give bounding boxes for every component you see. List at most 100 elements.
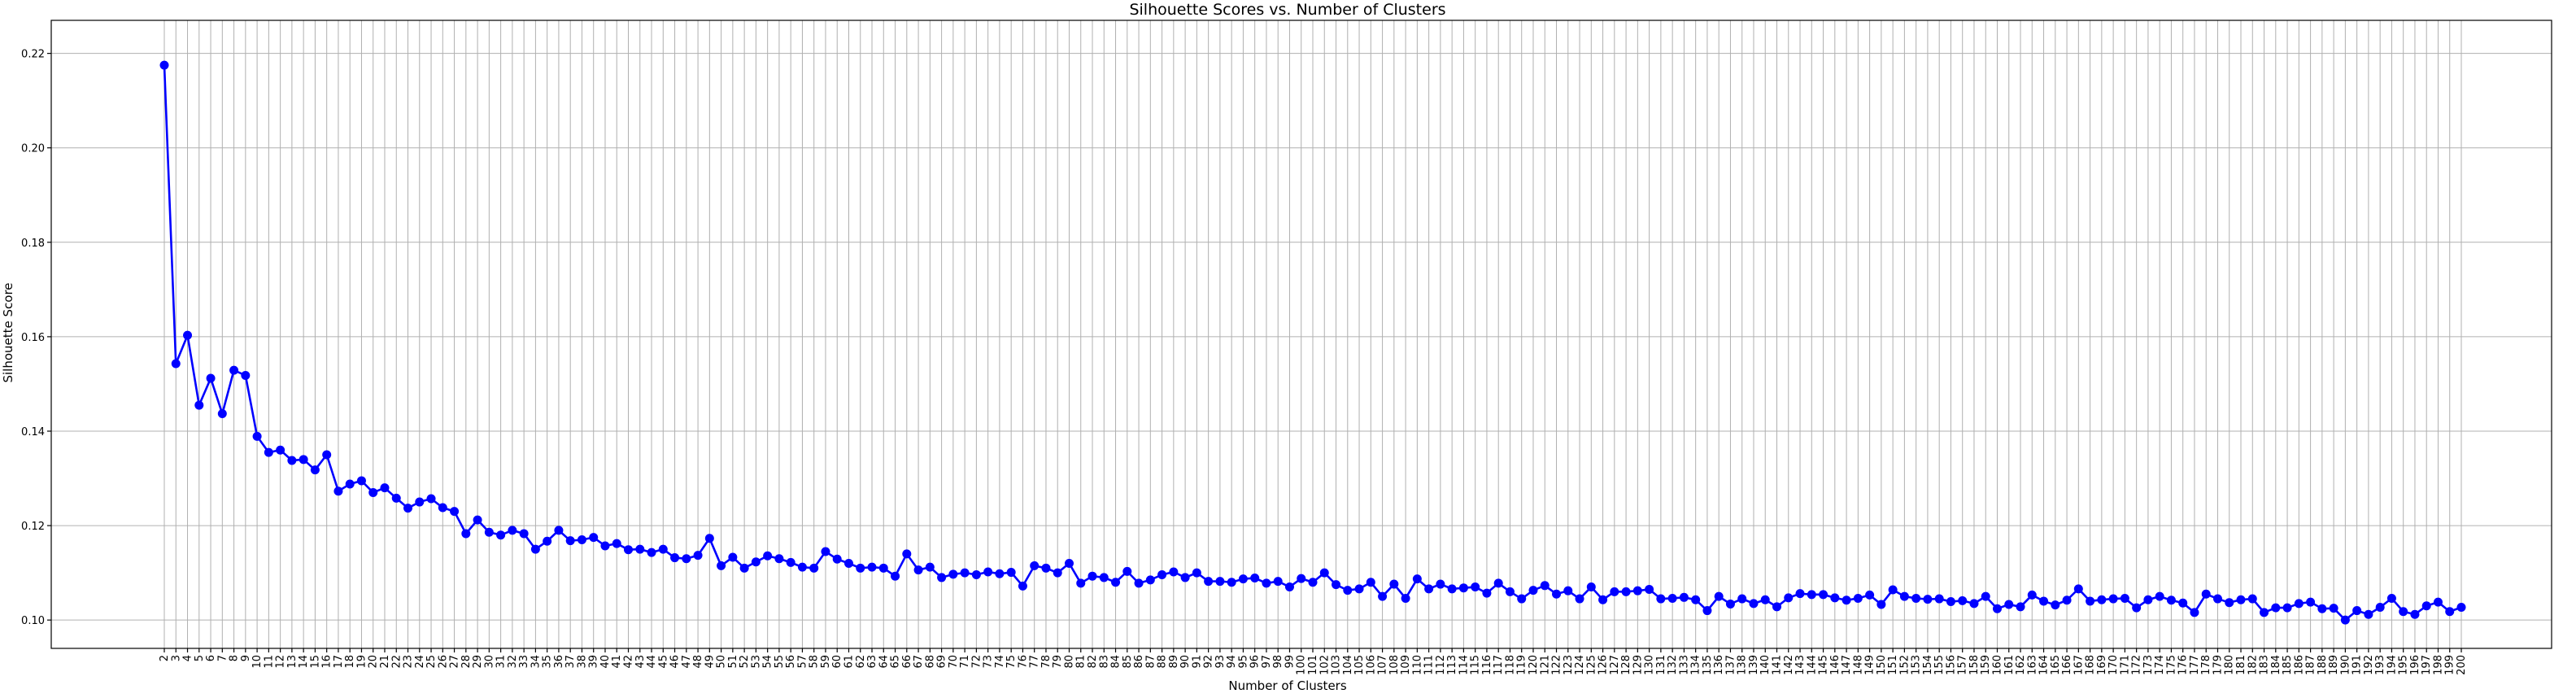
x-tick-label: 148: [1852, 655, 1864, 675]
data-point: [2086, 596, 2095, 606]
data-point: [2027, 590, 2037, 600]
data-point: [2236, 595, 2246, 604]
data-point: [1378, 591, 1388, 601]
x-tick-label: 160: [1991, 655, 2003, 675]
data-point: [276, 445, 285, 455]
x-tick-label: 24: [414, 655, 426, 669]
data-point: [1238, 574, 1248, 584]
x-tick-label: 76: [1017, 655, 1029, 669]
x-tick-label: 196: [2409, 655, 2421, 675]
data-point: [299, 455, 308, 465]
x-tick-label: 110: [1411, 655, 1423, 675]
x-tick-label: 93: [1214, 655, 1227, 669]
x-tick-label: 194: [2386, 655, 2398, 675]
x-tick-label: 19: [355, 655, 368, 669]
x-tick-label: 119: [1516, 655, 1528, 675]
x-tick-label: 153: [1911, 655, 1923, 675]
x-tick-label: 42: [623, 655, 635, 669]
data-point: [368, 487, 378, 497]
data-point: [1691, 595, 1701, 604]
x-tick-label: 136: [1713, 655, 1725, 675]
x-tick-label: 96: [1249, 655, 1262, 669]
x-tick-label: 15: [309, 655, 321, 669]
data-point: [1284, 582, 1294, 592]
data-point: [345, 479, 355, 489]
data-point: [194, 400, 204, 410]
x-tick-label: 2: [159, 655, 171, 661]
x-tick-label: 65: [890, 655, 902, 669]
x-tick-label: 85: [1122, 655, 1134, 669]
data-point: [391, 493, 401, 503]
data-point: [1645, 584, 1654, 594]
x-tick-label: 46: [669, 655, 682, 669]
x-tick-label: 63: [866, 655, 878, 669]
x-tick-label: 69: [936, 655, 948, 669]
x-tick-label: 152: [1898, 655, 1911, 675]
data-point: [473, 515, 482, 525]
x-tick-label: 91: [1191, 655, 1203, 669]
data-point: [1332, 580, 1341, 590]
x-tick-label: 141: [1772, 655, 1784, 675]
x-tick-label: 17: [333, 655, 345, 669]
data-point: [983, 567, 993, 577]
x-tick-label: 68: [924, 655, 936, 669]
x-tick-label: 199: [2444, 655, 2456, 675]
x-tick-label: 144: [1806, 655, 1818, 675]
data-point: [809, 563, 819, 573]
x-tick-label: 25: [425, 655, 438, 669]
data-point: [2166, 595, 2176, 605]
x-tick-label: 102: [1319, 655, 1331, 675]
data-point: [1784, 593, 1794, 603]
x-tick-label: 189: [2328, 655, 2340, 675]
x-tick-label: 162: [2015, 655, 2027, 675]
data-point: [1250, 574, 1260, 583]
data-point: [508, 526, 517, 535]
data-point: [1760, 595, 1770, 604]
x-tick-label: 57: [796, 655, 809, 669]
data-point: [1447, 584, 1457, 594]
data-point: [1876, 600, 1886, 609]
data-point: [2456, 603, 2466, 612]
x-tick-label: 143: [1794, 655, 1807, 675]
x-tick-label: 78: [1040, 655, 1053, 669]
data-point: [704, 534, 714, 543]
data-point: [2364, 609, 2373, 619]
data-point: [1899, 591, 1909, 601]
x-tick-label: 191: [2352, 655, 2364, 675]
data-point: [1632, 586, 1642, 595]
data-point: [925, 562, 935, 572]
data-point: [322, 450, 332, 460]
x-tick-label: 178: [2200, 655, 2212, 675]
x-tick-label: 177: [2189, 655, 2201, 675]
data-point: [1598, 595, 1608, 604]
x-tick-label: 62: [855, 655, 867, 669]
data-point: [183, 330, 193, 340]
data-point: [543, 536, 552, 546]
data-point: [1482, 588, 1492, 598]
data-point: [1621, 587, 1631, 596]
x-tick-label: 87: [1144, 655, 1157, 669]
data-point: [2375, 603, 2385, 612]
data-point: [2004, 600, 2014, 609]
x-tick-label: 179: [2212, 655, 2224, 675]
data-point: [217, 409, 227, 419]
x-tick-label: 150: [1876, 655, 1888, 675]
x-tick-label: 151: [1887, 655, 1899, 675]
data-point: [252, 431, 262, 441]
x-tick-label: 195: [2398, 655, 2410, 675]
data-point: [1122, 566, 1132, 576]
y-tick-label: 0.18: [21, 238, 45, 250]
x-tick-label: 173: [2142, 655, 2155, 675]
data-point: [333, 486, 343, 496]
data-point: [1053, 568, 1062, 578]
data-point: [2399, 607, 2408, 617]
x-tick-label: 38: [576, 655, 588, 669]
x-tick-label: 54: [762, 655, 774, 669]
x-tick-label: 97: [1261, 655, 1273, 669]
x-gridlines: [163, 20, 2462, 648]
x-tick-label: 3: [170, 655, 182, 661]
x-tick-label: 129: [1632, 655, 1644, 675]
x-tick-label: 72: [970, 655, 983, 669]
data-point: [1169, 567, 1179, 577]
data-point: [774, 554, 784, 564]
